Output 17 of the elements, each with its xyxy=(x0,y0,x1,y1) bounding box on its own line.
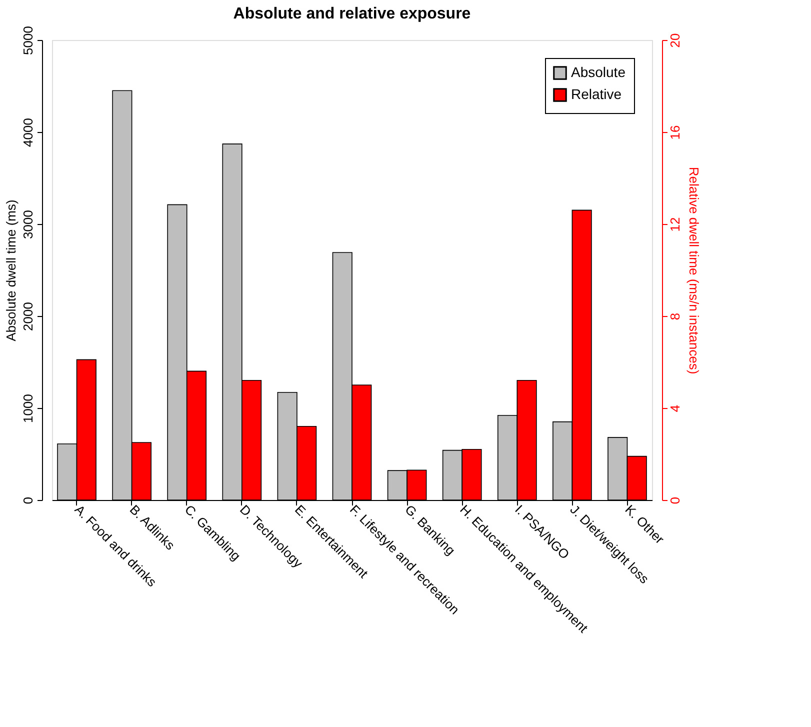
y2-tick-label: 8 xyxy=(668,312,682,320)
y2-tick-label: 4 xyxy=(668,404,682,412)
y2-tick-label: 16 xyxy=(668,125,682,140)
y-tick-label: 4000 xyxy=(20,118,36,147)
y-tick-label: 2000 xyxy=(20,302,36,331)
y2-axis-title: Relative dwell time (ms/n instances) xyxy=(686,166,702,374)
chart-title: Absolute and relative exposure xyxy=(233,6,471,23)
legend-label: Absolute xyxy=(571,64,626,80)
y-tick-label: 5000 xyxy=(20,26,36,55)
y2-tick-label: 0 xyxy=(668,496,682,504)
y-tick-label: 1000 xyxy=(20,394,36,423)
legend-label: Relative xyxy=(571,86,622,102)
y-tick-label: 0 xyxy=(20,496,36,504)
y-axis-title: Absolute dwell time (ms) xyxy=(4,200,18,342)
y-tick-label: 3000 xyxy=(20,210,36,239)
y2-tick-label: 12 xyxy=(668,217,682,232)
y2-tick-label: 20 xyxy=(668,33,682,48)
